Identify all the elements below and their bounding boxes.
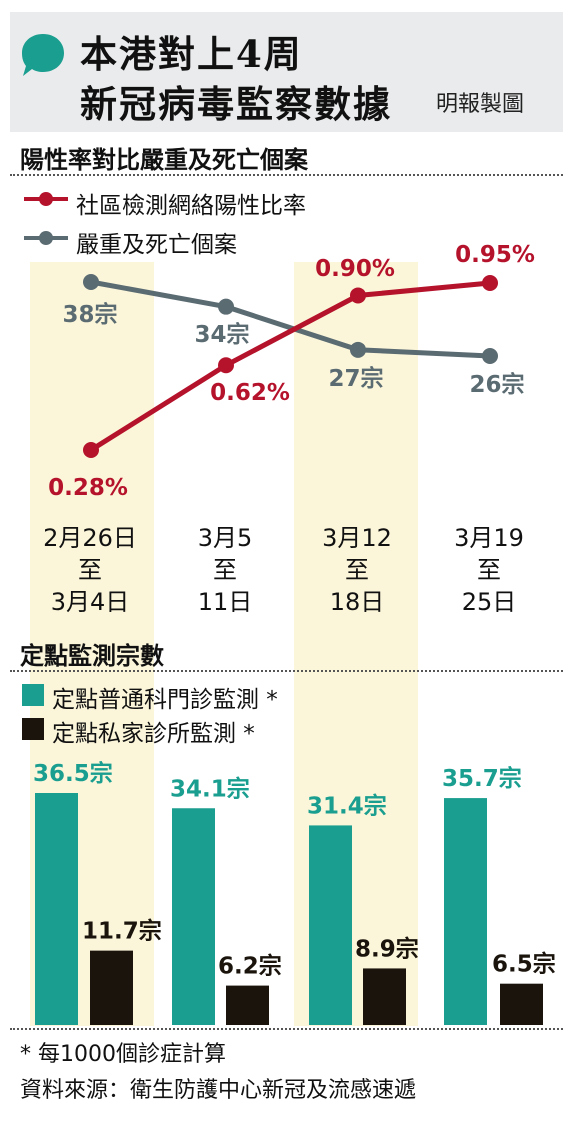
period-line: 18日 xyxy=(329,588,385,616)
series-line-positivity xyxy=(89,280,491,453)
data-label-gopc: 36.5宗 xyxy=(33,760,113,787)
data-label-gp: 11.7宗 xyxy=(82,918,162,945)
point-positivity xyxy=(350,287,366,304)
legend-label: 社區檢測網絡陽性比率 xyxy=(76,193,306,219)
period-label: 3月5 至 11日 xyxy=(160,522,290,618)
source-note: 資料來源：衛生防護中心新冠及流感速遞 xyxy=(20,1078,417,1103)
period-label: 3月19 至 25日 xyxy=(424,522,554,618)
data-label-positivity: 0.90% xyxy=(315,256,395,282)
period-label: 2月26日 至 3月4日 xyxy=(25,522,155,618)
period-line: 至 xyxy=(78,556,102,584)
data-label-gp: 8.9宗 xyxy=(355,935,419,962)
data-label-gp: 6.5宗 xyxy=(492,951,556,978)
data-label-positivity: 0.28% xyxy=(48,475,128,501)
legend-line-marker-icon xyxy=(24,231,68,245)
data-label-severe-cases: 27宗 xyxy=(328,365,383,392)
legend-label: 定點普通科門診監測 * xyxy=(52,687,278,713)
legend-line-marker-icon xyxy=(24,192,68,206)
section-title-sentinel: 定點監測宗數 xyxy=(20,642,164,670)
point-positivity xyxy=(83,442,99,458)
divider xyxy=(10,174,563,176)
point-severe-cases xyxy=(350,341,366,358)
legend-swatch-gp-icon xyxy=(22,718,44,740)
section-title-positivity: 陽性率對比嚴重及死亡個案 xyxy=(20,146,308,174)
page-title-line-1: 本港對上4周 xyxy=(80,32,303,76)
period-line: 至 xyxy=(345,556,369,584)
point-severe-cases xyxy=(482,348,498,364)
point-severe-cases xyxy=(83,274,99,290)
bar-gopc xyxy=(35,793,78,1025)
legend-label: 定點私家診所監測 * xyxy=(52,721,255,747)
divider xyxy=(10,1028,563,1030)
period-line: 3月5 xyxy=(197,524,253,552)
credit-text: 明報製圖 xyxy=(436,92,525,117)
period-line: 3月4日 xyxy=(50,588,130,616)
period-line: 至 xyxy=(213,556,237,584)
bar-gopc xyxy=(444,798,487,1025)
period-line: 至 xyxy=(477,556,501,584)
data-label-gopc: 31.4宗 xyxy=(307,792,387,819)
data-label-gp: 6.2宗 xyxy=(218,953,282,980)
data-label-gopc: 35.7宗 xyxy=(442,765,522,792)
data-label-gopc: 34.1宗 xyxy=(170,775,250,802)
bar-gopc xyxy=(309,825,352,1025)
period-line: 3月12 xyxy=(322,524,392,552)
header-panel xyxy=(10,12,563,132)
speech-bubble-icon xyxy=(22,34,64,76)
data-label-positivity: 0.95% xyxy=(455,242,535,268)
bar-gp xyxy=(90,950,133,1025)
bar-gopc xyxy=(172,808,215,1025)
data-label-positivity: 0.62% xyxy=(210,380,290,406)
period-line: 25日 xyxy=(461,588,517,616)
legend-swatch-gopc-icon xyxy=(22,684,44,706)
bar-gp xyxy=(500,983,543,1025)
point-positivity xyxy=(482,275,498,291)
point-positivity xyxy=(218,357,234,374)
period-label: 3月12 至 18日 xyxy=(292,522,422,618)
footnote: * 每1000個診症計算 xyxy=(20,1042,226,1067)
period-line: 11日 xyxy=(197,588,253,616)
period-line: 2月26日 xyxy=(43,524,137,552)
divider xyxy=(10,670,563,672)
bar-gp xyxy=(363,968,406,1025)
point-severe-cases xyxy=(218,298,234,315)
legend-label: 嚴重及死亡個案 xyxy=(76,232,237,258)
bar-gp xyxy=(226,985,269,1025)
page-title-line-2: 新冠病毒監察數據 xyxy=(80,82,392,126)
data-label-severe-cases: 34宗 xyxy=(194,321,249,348)
period-line: 3月19 xyxy=(454,524,524,552)
data-label-severe-cases: 38宗 xyxy=(62,301,117,328)
data-label-severe-cases: 26宗 xyxy=(469,371,524,398)
